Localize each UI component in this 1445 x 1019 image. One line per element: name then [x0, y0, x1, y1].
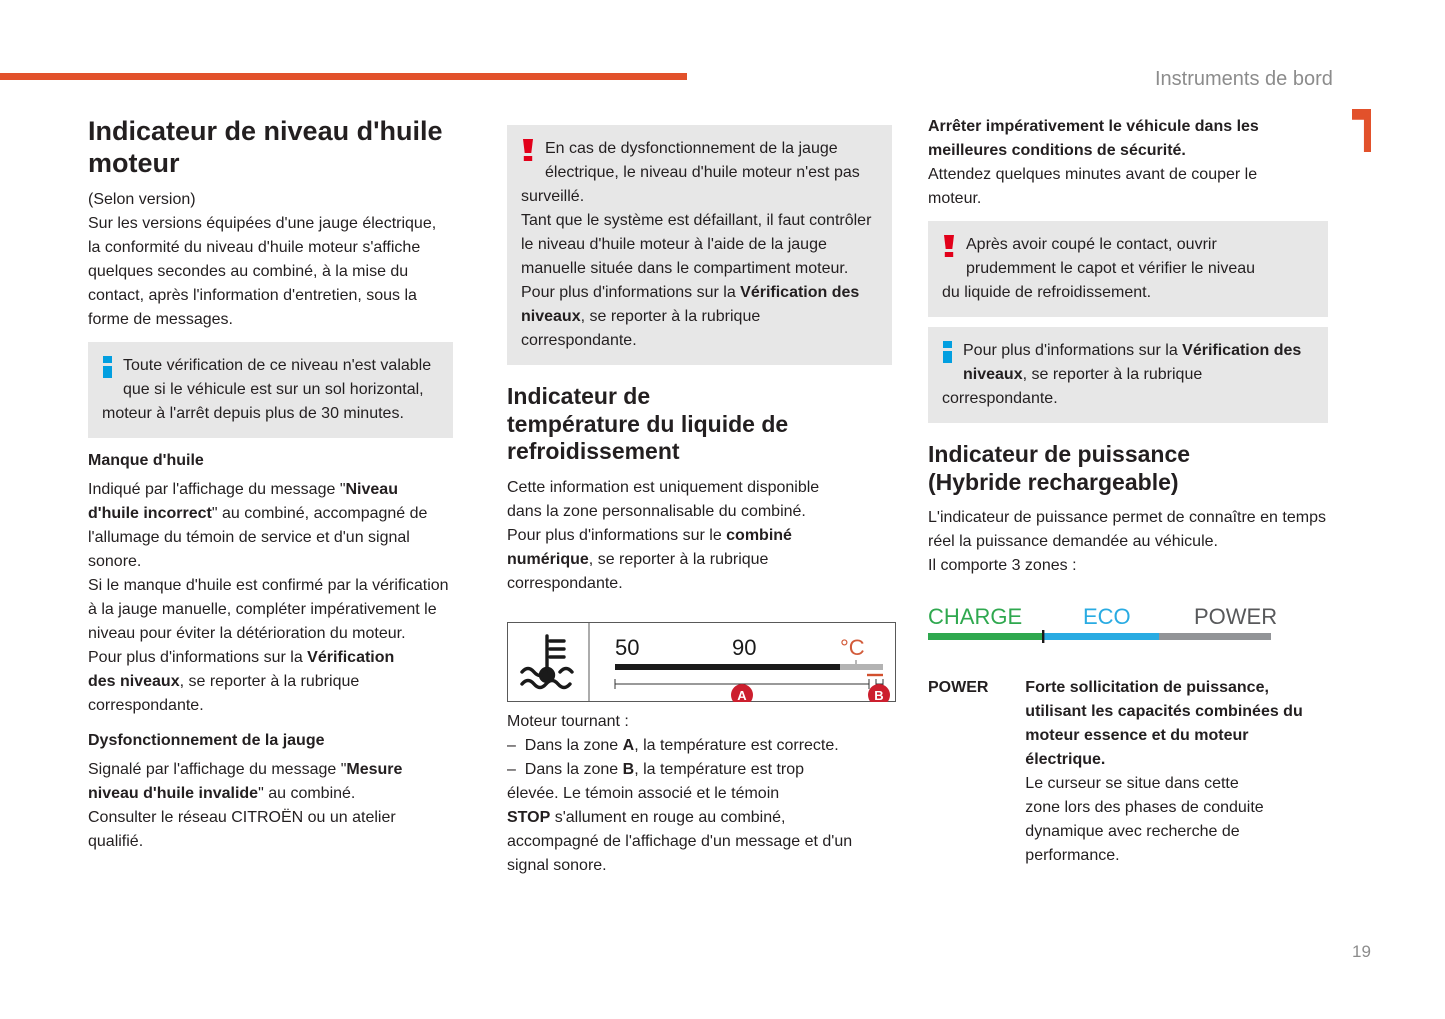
svg-text:50: 50 — [615, 635, 639, 660]
svg-text:B: B — [874, 688, 883, 702]
svg-text:A: A — [737, 688, 747, 702]
svg-text:POWER: POWER — [1194, 604, 1277, 629]
svg-text:ECO: ECO — [1083, 604, 1131, 629]
svg-text:90: 90 — [732, 635, 756, 660]
svg-text:CHARGE: CHARGE — [928, 604, 1022, 629]
svg-text:°C: °C — [840, 635, 865, 660]
